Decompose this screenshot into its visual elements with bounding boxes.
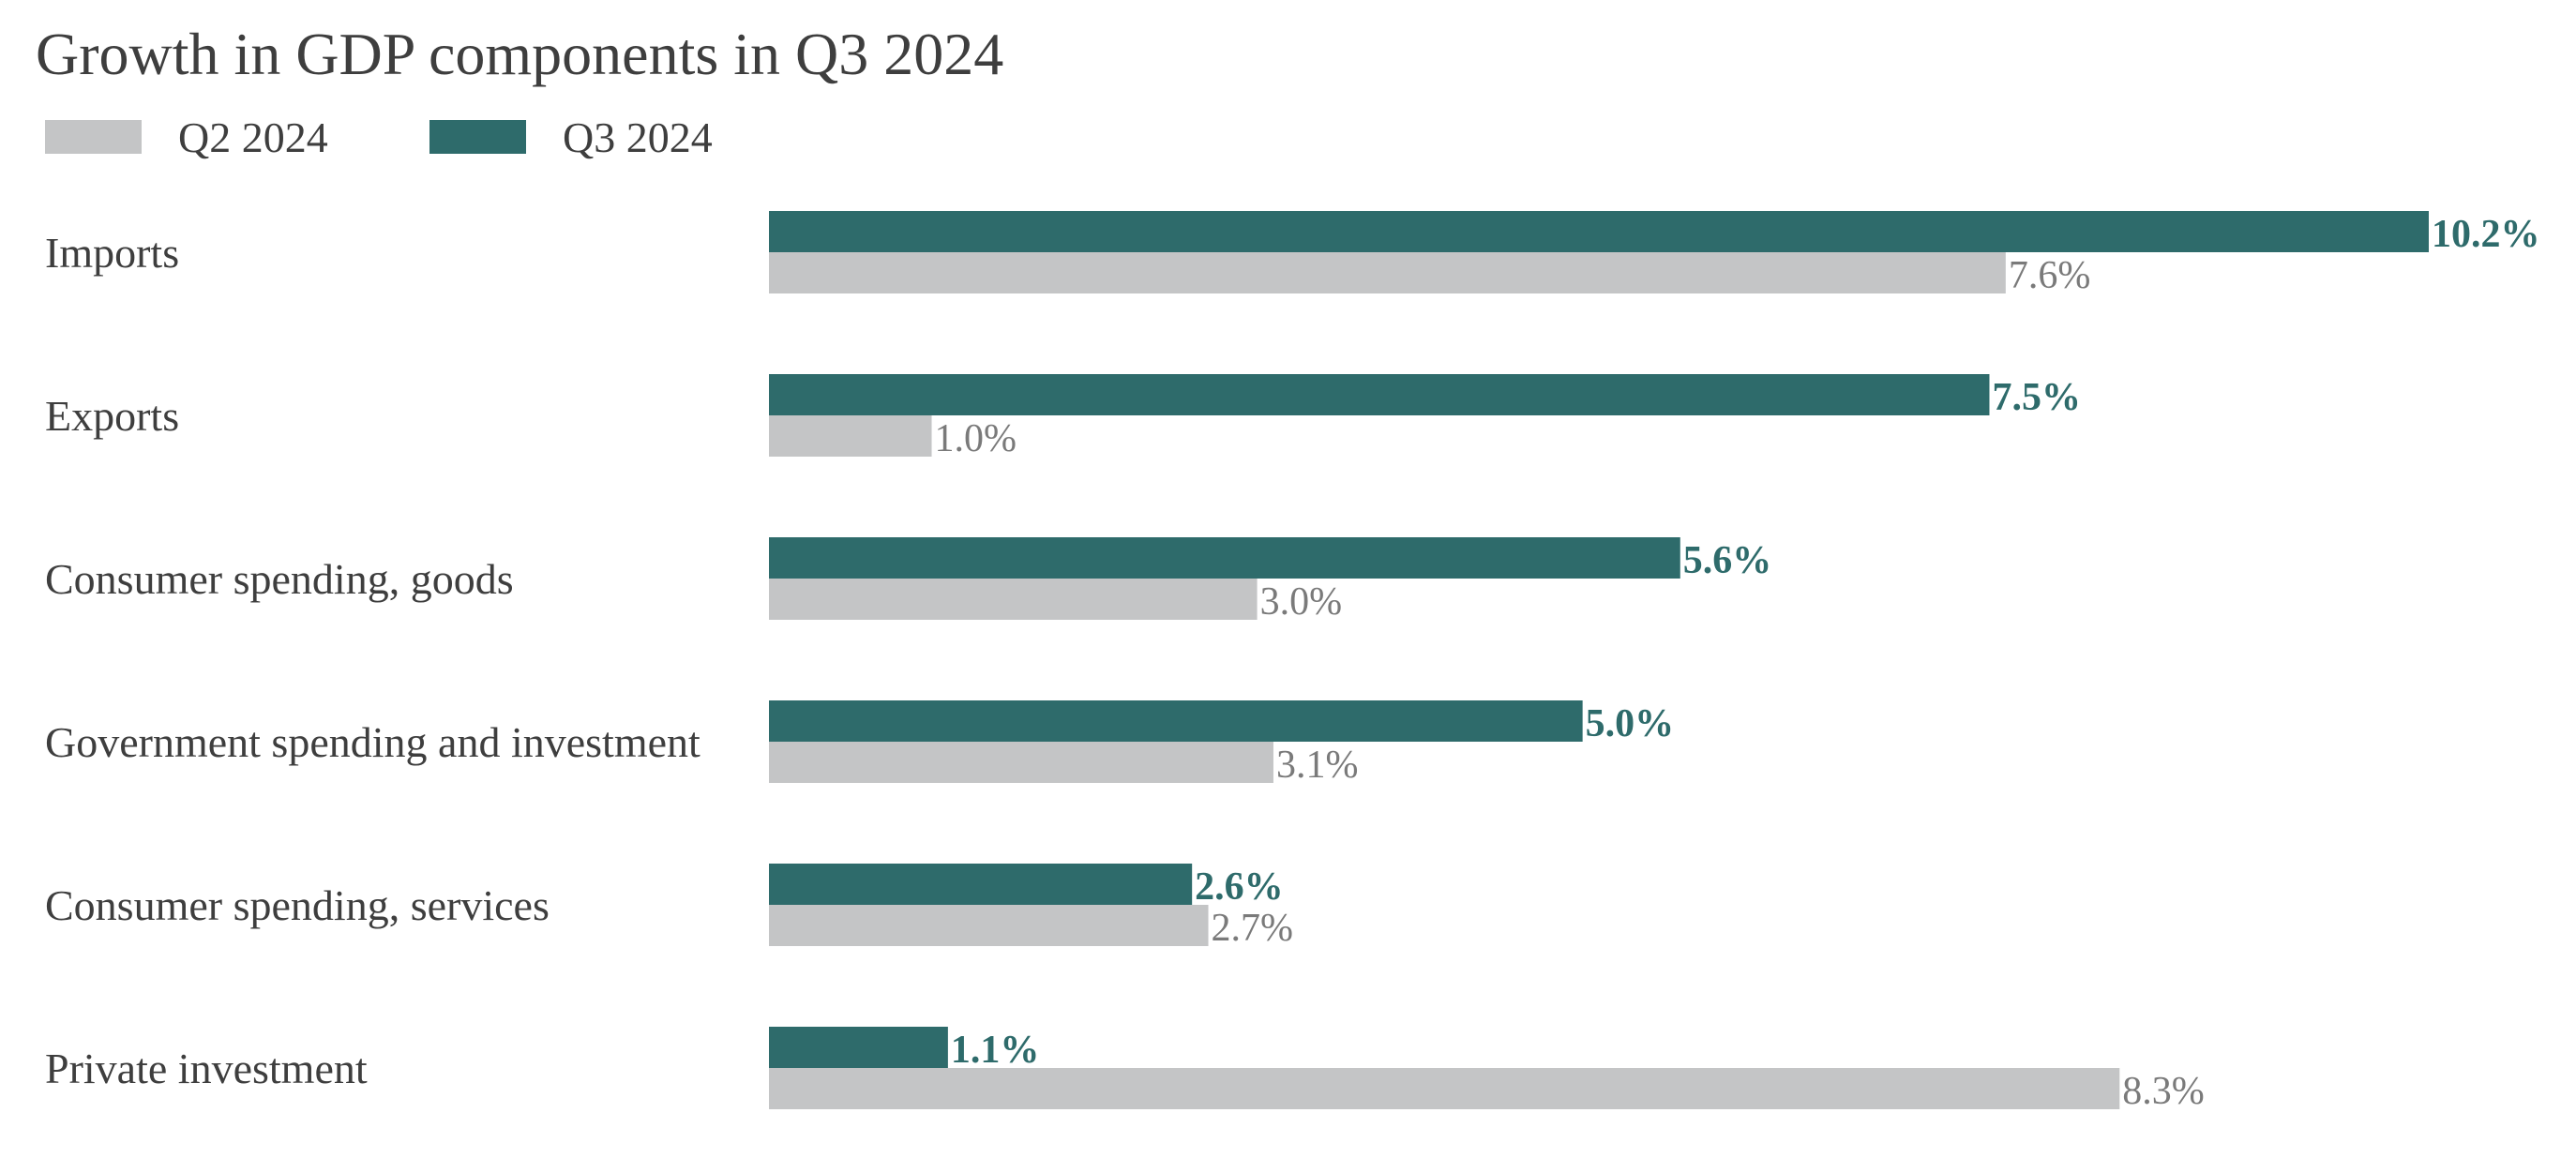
category-label-exports: Exports — [45, 392, 179, 440]
legend-swatch-q2 — [45, 120, 142, 154]
category-label-private-investment: Private investment — [45, 1045, 368, 1092]
bar-q2-consumer-spending-services — [769, 905, 1209, 946]
bar-q2-government-spending-and-investment — [769, 742, 1273, 783]
bar-q3-consumer-spending-goods — [769, 537, 1680, 579]
bar-q3-private-investment — [769, 1027, 948, 1068]
legend-label-q2: Q2 2024 — [178, 113, 328, 161]
value-label-q3-consumer-spending-services: 2.6% — [1195, 865, 1284, 909]
bar-q3-consumer-spending-services — [769, 864, 1193, 905]
bar-q2-private-investment — [769, 1068, 2120, 1109]
value-label-q2-private-investment: 8.3% — [2122, 1070, 2205, 1113]
value-label-q3-exports: 7.5% — [1992, 376, 2081, 419]
value-label-q3-private-investment: 1.1% — [951, 1029, 1040, 1072]
chart-title: Growth in GDP components in Q3 2024 — [36, 21, 1004, 87]
legend-swatch-q3 — [429, 120, 526, 154]
value-label-q2-consumer-spending-services: 2.7% — [1212, 907, 1294, 950]
category-label-government-spending-and-investment: Government spending and investment — [45, 718, 700, 766]
bar-q3-imports — [769, 211, 2429, 252]
category-label-imports: Imports — [45, 229, 179, 277]
value-label-q3-government-spending-and-investment: 5.0% — [1586, 702, 1675, 745]
value-label-q2-imports: 7.6% — [2009, 254, 2091, 297]
category-label-consumer-spending-goods: Consumer spending, goods — [45, 555, 514, 603]
bar-q2-imports — [769, 252, 2006, 293]
category-label-consumer-spending-services: Consumer spending, services — [45, 881, 550, 929]
value-label-q2-consumer-spending-goods: 3.0% — [1260, 580, 1343, 624]
value-label-q3-consumer-spending-goods: 5.6% — [1683, 539, 1772, 582]
bar-q2-exports — [769, 415, 932, 457]
legend-label-q3: Q3 2024 — [563, 113, 713, 161]
bar-q3-exports — [769, 374, 1990, 415]
bar-q2-consumer-spending-goods — [769, 579, 1258, 620]
value-label-q3-imports: 10.2% — [2432, 213, 2540, 256]
bar-q3-government-spending-and-investment — [769, 700, 1583, 742]
value-label-q2-government-spending-and-investment: 3.1% — [1276, 744, 1359, 787]
value-label-q2-exports: 1.0% — [935, 417, 1017, 460]
